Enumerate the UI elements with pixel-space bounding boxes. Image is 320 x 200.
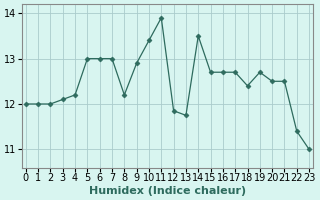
X-axis label: Humidex (Indice chaleur): Humidex (Indice chaleur) [89,186,246,196]
